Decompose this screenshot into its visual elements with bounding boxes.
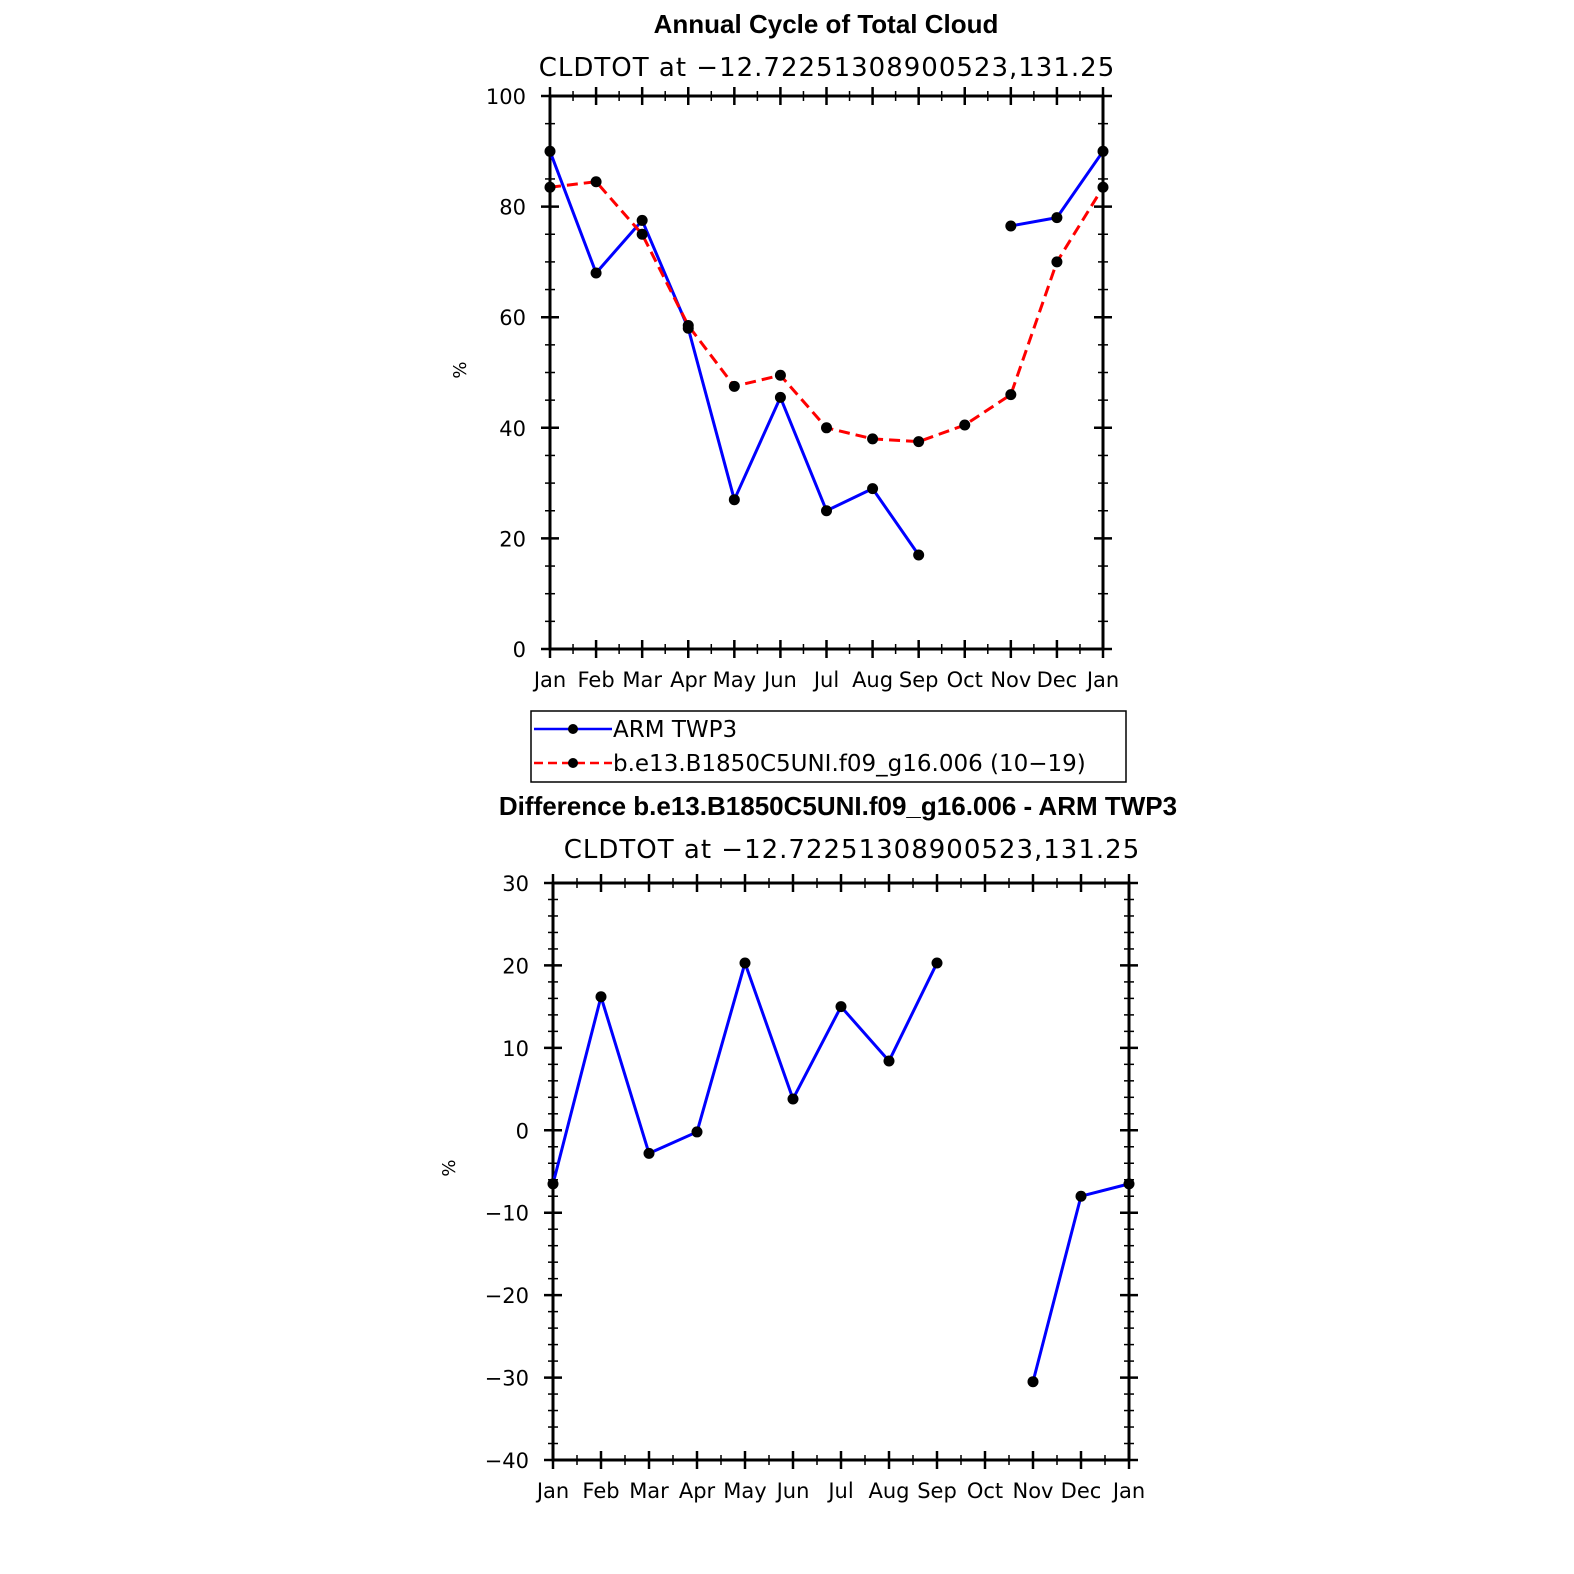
data-point	[1075, 1190, 1087, 1202]
legend-entry-arm: ARM TWP3	[613, 717, 737, 743]
data-point	[821, 422, 832, 434]
data-point	[728, 380, 740, 392]
y-axis-label: %	[439, 1159, 460, 1176]
x-tick-label: Nov	[990, 668, 1031, 692]
chart-title: Annual Cycle of Total Cloud	[654, 9, 999, 39]
x-tick-label: Dec	[1061, 1479, 1102, 1503]
data-point	[1123, 1178, 1135, 1190]
data-point	[547, 1178, 559, 1190]
x-tick-label: Aug	[868, 1479, 909, 1503]
y-tick-label: 100	[486, 85, 526, 109]
x-tick-label: Mar	[629, 1479, 669, 1503]
y-tick-label: 10	[502, 1037, 529, 1061]
data-point	[1005, 220, 1017, 232]
x-tick-label: Jul	[826, 1479, 853, 1503]
data-point	[1051, 212, 1063, 224]
data-point	[774, 391, 786, 403]
x-tick-label: Oct	[967, 1479, 1003, 1503]
data-point	[1097, 181, 1109, 193]
chart-subtitle: CLDTOT at −12.72251308900523,131.25	[564, 835, 1141, 865]
y-tick-label: 20	[499, 527, 526, 551]
data-point	[595, 991, 607, 1003]
data-point	[774, 369, 786, 381]
y-tick-label: −10	[485, 1202, 529, 1226]
legend-marker-arm	[568, 724, 578, 734]
legend-box	[530, 710, 1127, 783]
data-point	[590, 176, 602, 188]
y-tick-label: 80	[499, 196, 526, 220]
data-point	[728, 494, 740, 506]
y-tick-label: 30	[502, 872, 529, 896]
data-point	[913, 549, 925, 561]
difference-panel: Difference b.e13.B1850C5UNI.f09_g16.006 …	[439, 791, 1177, 1503]
series-line	[549, 180, 1105, 444]
series-line	[1031, 1182, 1130, 1383]
data-point	[1005, 389, 1017, 401]
x-tick-label: Jun	[775, 1479, 810, 1503]
data-point	[544, 145, 556, 157]
data-point	[821, 505, 832, 517]
data-point	[931, 957, 943, 969]
data-point	[1051, 256, 1063, 268]
data-point	[913, 436, 925, 448]
x-tick-label: Jan	[532, 668, 566, 692]
data-point	[636, 214, 648, 226]
annual-cycle-panel: Annual Cycle of Total Cloud CLDTOT at −1…	[450, 9, 1119, 692]
data-point	[691, 1126, 703, 1138]
y-tick-label: −20	[485, 1284, 529, 1308]
y-tick-label: 40	[499, 417, 526, 441]
data-point	[544, 181, 556, 193]
x-tick-label: Apr	[670, 668, 707, 692]
legend-entry-model: b.e13.B1850C5UNI.f09_g16.006 (10−19)	[613, 751, 1086, 777]
x-tick-label: Feb	[582, 1479, 619, 1503]
x-tick-label: Nov	[1013, 1479, 1054, 1503]
x-tick-label: Sep	[917, 1479, 957, 1503]
data-point	[959, 419, 971, 431]
y-tick-label: −40	[485, 1449, 529, 1473]
x-tick-label: Dec	[1037, 668, 1078, 692]
x-tick-label: Jun	[762, 668, 797, 692]
data-point	[867, 433, 879, 445]
data-point	[636, 228, 648, 240]
x-tick-label: Apr	[679, 1479, 716, 1503]
data-point	[883, 1055, 895, 1067]
x-tick-label: Sep	[899, 668, 939, 692]
x-tick-label: Aug	[852, 668, 893, 692]
series-line	[551, 961, 939, 1185]
x-tick-label: May	[713, 668, 756, 692]
x-tick-label: Jan	[1111, 1479, 1145, 1503]
y-tick-label: 20	[502, 954, 529, 978]
chart-title: Difference b.e13.B1850C5UNI.f09_g16.006 …	[499, 791, 1177, 821]
x-tick-label: Feb	[577, 668, 614, 692]
y-tick-label: 60	[499, 306, 526, 330]
y-tick-label: −30	[485, 1367, 529, 1391]
data-point	[1027, 1376, 1039, 1388]
x-tick-label: Jan	[1085, 668, 1119, 692]
data-point	[867, 483, 879, 495]
data-point	[1097, 145, 1109, 157]
x-tick-label: Oct	[947, 668, 983, 692]
data-point	[643, 1147, 655, 1159]
data-point	[787, 1093, 799, 1105]
data-point	[835, 1001, 847, 1013]
plot-frame	[551, 881, 1131, 1462]
y-tick-label: 0	[513, 638, 526, 662]
data-point	[739, 957, 751, 969]
data-point	[682, 319, 694, 331]
chart-subtitle: CLDTOT at −12.72251308900523,131.25	[539, 53, 1116, 83]
legend: ARM TWP3 b.e13.B1850C5UNI.f09_g16.006 (1…	[530, 710, 1127, 783]
x-tick-label: Jul	[812, 668, 839, 692]
x-tick-label: Jan	[535, 1479, 569, 1503]
y-tick-label: 0	[516, 1119, 529, 1143]
data-point	[590, 267, 602, 279]
x-tick-label: Mar	[622, 668, 662, 692]
y-axis-label: %	[450, 361, 471, 378]
legend-marker-model	[568, 758, 578, 768]
x-tick-label: May	[723, 1479, 766, 1503]
